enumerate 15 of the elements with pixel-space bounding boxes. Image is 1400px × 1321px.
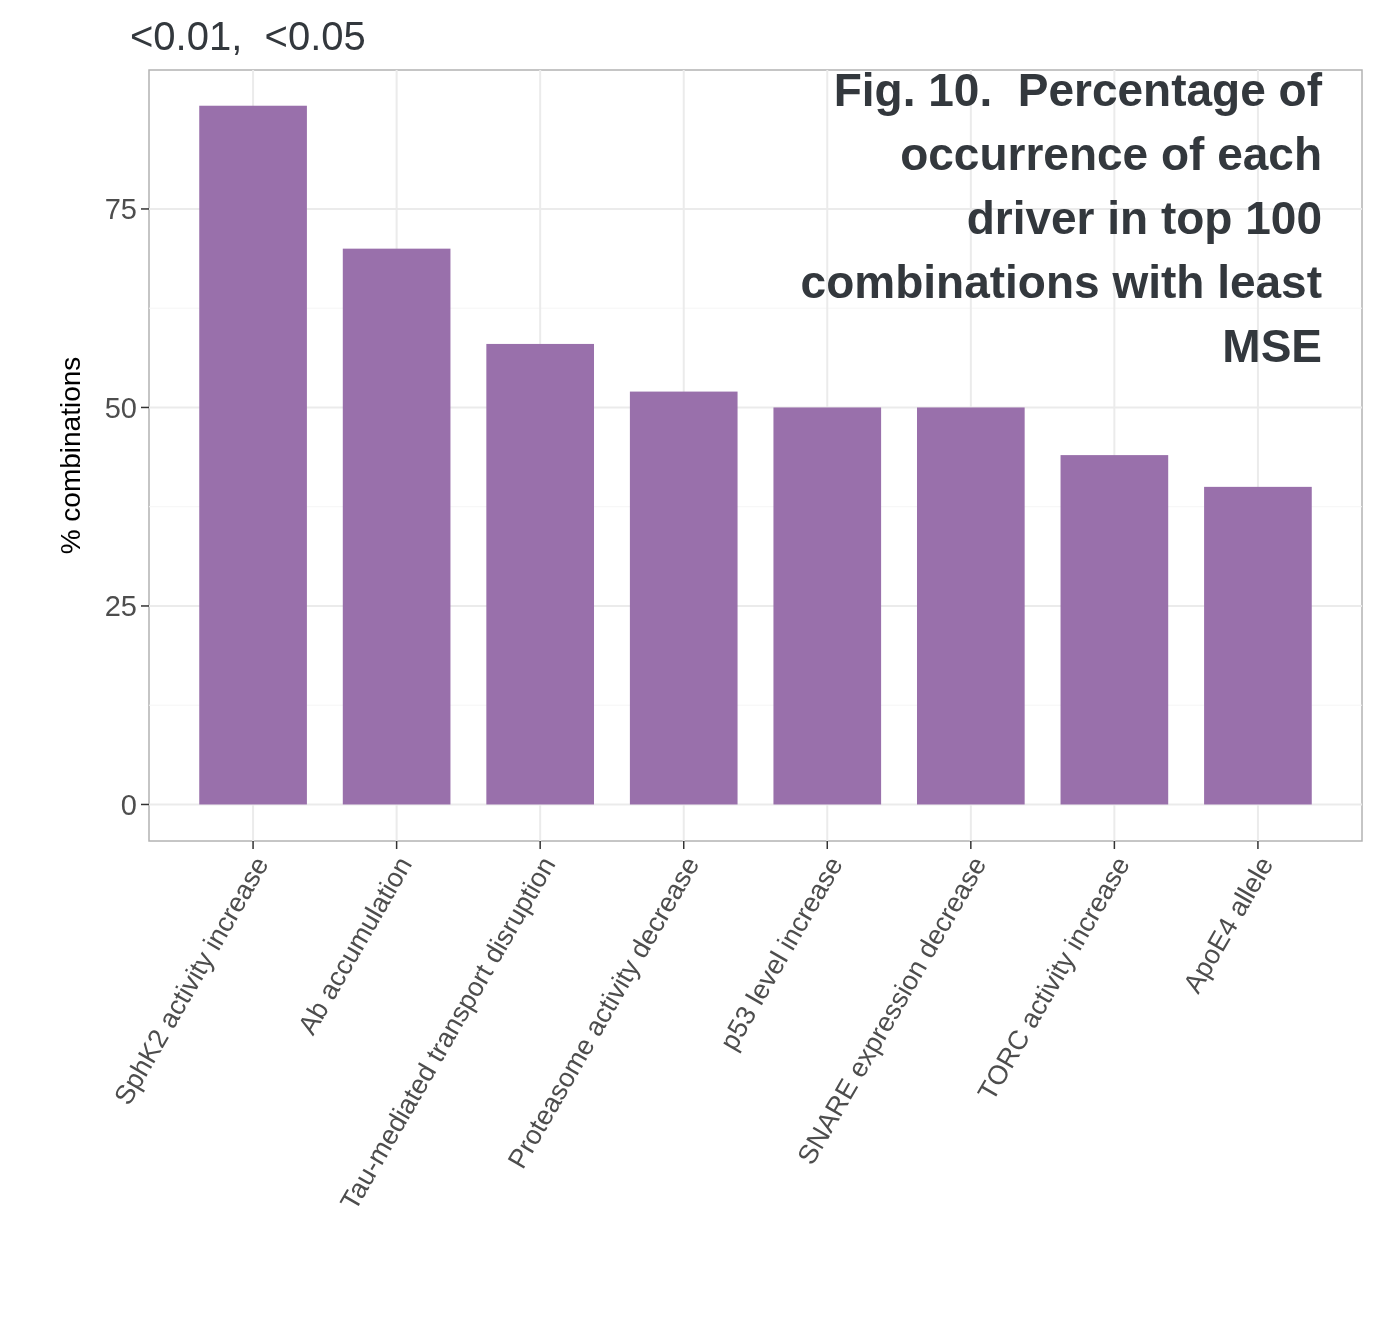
bar <box>629 391 738 805</box>
text: Fig. 10. Percentage of occurrence of each driver in top 100 combinations with least MSE <box>800 64 1323 372</box>
bar <box>916 407 1025 805</box>
bar <box>1060 455 1169 805</box>
y-tick-label: 75 <box>104 193 137 226</box>
y-tick-label: 50 <box>104 391 137 424</box>
y-tick-label: 0 <box>120 788 137 821</box>
bar <box>1204 486 1312 805</box>
bar <box>486 343 595 805</box>
y-tick-label: 25 <box>104 590 137 623</box>
text: <0.01, <0.05 <box>130 14 366 58</box>
bar <box>342 248 451 805</box>
bar <box>199 105 307 805</box>
bar <box>773 407 882 805</box>
y-axis-title: % combinations <box>55 356 86 555</box>
